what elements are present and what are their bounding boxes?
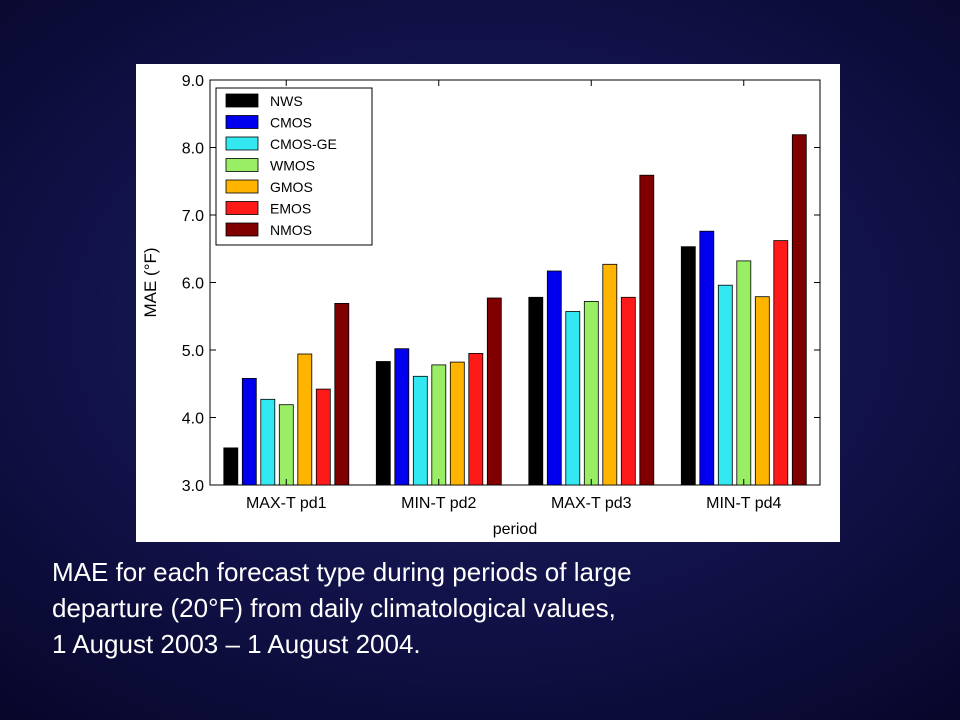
- bar-gmos-3: [602, 263, 618, 486]
- bar-emos-2: [468, 352, 484, 486]
- caption: MAE for each forecast type during period…: [52, 554, 932, 662]
- legend-label-emos: EMOS: [270, 201, 311, 217]
- x-axis-ticks: MAX-T pd1 MIN-T pd2 MAX-T pd3 MIN-T pd4: [246, 80, 781, 512]
- y-axis-ticks: 3.0 4.0 5.0 6.0 7.0 8.0 9.0: [182, 73, 820, 495]
- legend-label-gmos: GMOS: [270, 179, 313, 195]
- chart-panel: 3.0 4.0 5.0 6.0 7.0 8.0 9.0 MAX-T pd1 MIN-T pd2…: [136, 64, 840, 542]
- x-tick-label: MIN-T pd4: [706, 495, 781, 512]
- bar-emos-4: [773, 240, 789, 486]
- x-tick-label: MAX-T pd1: [246, 495, 327, 512]
- y-tick-label: 7.0: [182, 208, 204, 225]
- bar-wmos-1: [278, 404, 294, 486]
- bar-cmos-ge-2: [412, 375, 428, 486]
- bar-wmos-3: [583, 300, 599, 486]
- bar-cmos-ge-3: [565, 311, 581, 486]
- bar-nmos-4: [791, 134, 807, 486]
- bar-gmos-1: [297, 353, 313, 486]
- legend-swatch-gmos: [225, 179, 259, 194]
- legend-label-cmos: CMOS: [270, 115, 312, 131]
- legend-swatch-cmos: [225, 115, 259, 129]
- bar-nmos-3: [639, 174, 655, 486]
- legend-label-wmos: WMOS: [270, 158, 315, 174]
- caption-line-3: 1 August 2003 – 1 August 2004.: [52, 629, 421, 659]
- y-tick-label: 6.0: [182, 276, 204, 293]
- y-tick-label: 4.0: [182, 411, 204, 428]
- bar-nmos-2: [486, 297, 502, 486]
- bar-nws-3: [528, 296, 544, 486]
- y-axis-label: MAE (°F): [141, 247, 160, 317]
- x-tick-label: MAX-T pd3: [551, 495, 632, 512]
- bar-gmos-2: [449, 361, 465, 486]
- legend: NWS CMOS CMOS-GE WMOS GMOS EMOS NMOS: [215, 87, 373, 246]
- y-tick-label: 3.0: [182, 478, 204, 495]
- bar-wmos-2: [431, 364, 447, 486]
- caption-line-1: MAE for each forecast type during period…: [52, 557, 632, 587]
- bar-wmos-4: [736, 260, 752, 486]
- bar-cmos-4: [699, 230, 715, 486]
- y-tick-label: 5.0: [182, 343, 204, 360]
- bar-nws-4: [680, 246, 696, 486]
- bar-cmos-1: [241, 377, 257, 486]
- legend-label-nws: NWS: [270, 93, 303, 109]
- x-tick-label: MIN-T pd2: [401, 495, 476, 512]
- bar-nmos-1: [334, 302, 350, 486]
- bar-emos-3: [620, 296, 636, 486]
- legend-swatch-nmos: [225, 222, 259, 237]
- bar-cmos-3: [546, 270, 562, 486]
- x-axis-label: period: [493, 521, 537, 538]
- bar-emos-1: [315, 388, 331, 486]
- bar-nws-2: [375, 361, 391, 486]
- legend-swatch-wmos: [225, 158, 259, 172]
- bar-cmos-ge-1: [260, 398, 276, 486]
- bar-chart: 3.0 4.0 5.0 6.0 7.0 8.0 9.0 MAX-T pd1 MIN-T pd2…: [141, 73, 821, 538]
- y-tick-label: 8.0: [182, 141, 204, 158]
- legend-label-nmos: NMOS: [270, 222, 312, 238]
- bar-cmos-2: [394, 348, 410, 486]
- legend-swatch-cmos-ge: [225, 136, 259, 151]
- bars-group: [223, 134, 807, 486]
- legend-swatch-nws: [225, 93, 259, 108]
- legend-swatch-emos: [225, 201, 259, 215]
- bar-nws-1: [223, 447, 239, 486]
- y-tick-label: 9.0: [182, 73, 204, 90]
- bar-gmos-4: [754, 296, 770, 486]
- legend-label-cmos-ge: CMOS-GE: [270, 136, 337, 152]
- bar-cmos-ge-4: [717, 284, 733, 486]
- caption-line-2: departure (20°F) from daily climatologic…: [52, 593, 616, 623]
